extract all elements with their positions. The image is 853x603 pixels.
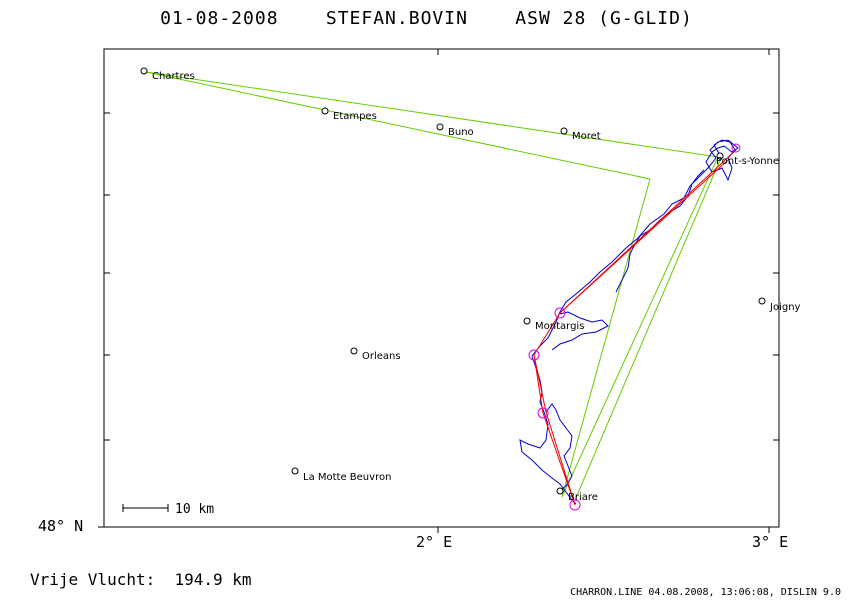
longitude-label-3e: 3° E — [752, 533, 788, 551]
turnpoint-marker — [528, 349, 540, 361]
flight-title: 01-08-2008 STEFAN.BOVIN ASW 28 (G-GLID) — [160, 8, 693, 29]
latitude-label: 48° N — [38, 517, 83, 535]
town-moret: Moret — [560, 127, 601, 142]
town-chartres: Chartres — [140, 67, 195, 82]
svg-text:Orleans: Orleans — [362, 351, 401, 362]
town-joigny: Joigny — [758, 297, 801, 313]
svg-text:Moret: Moret — [572, 131, 601, 142]
svg-text:Briare: Briare — [568, 492, 598, 503]
distance-summary: Vrije Vlucht: 194.9 km — [30, 570, 252, 589]
turnpoint-marker — [554, 307, 566, 319]
turnpoint-marker — [537, 407, 549, 419]
town-pont-s-yonne: Pont-s-Yonne — [716, 152, 779, 167]
distance-value: 194.9 km — [174, 570, 252, 589]
scale-bar: 10 km — [122, 502, 214, 517]
distance-label: Vrije Vlucht: — [30, 570, 156, 589]
svg-text:La Motte Beuvron: La Motte Beuvron — [303, 472, 391, 483]
source-info: CHARRON.LINE 04.08.2008, 13:06:08, DISLI… — [570, 587, 841, 598]
svg-text:Chartres: Chartres — [152, 71, 195, 82]
svg-text:Montargis: Montargis — [535, 321, 584, 332]
turnpoint-marker — [569, 499, 581, 511]
longitude-label-2e: 2° E — [416, 533, 452, 551]
town-buno: Buno — [436, 123, 474, 138]
optimized-route — [533, 149, 737, 506]
town-montargis: Montargis — [523, 317, 584, 332]
task-lines — [145, 71, 721, 501]
svg-text:Joigny: Joigny — [769, 302, 801, 313]
turnpoint-marker — [731, 143, 741, 153]
towns: Chartres Etampes Buno Moret Pont-s-Yonne… — [140, 67, 801, 503]
svg-text:Pont-s-Yonne: Pont-s-Yonne — [716, 156, 779, 167]
svg-text:Buno: Buno — [448, 127, 474, 138]
town-la-motte-beuvron: La Motte Beuvron — [291, 467, 391, 483]
turnpoints — [528, 143, 741, 511]
town-etampes: Etampes — [321, 107, 377, 122]
town-briare: Briare — [556, 487, 598, 503]
svg-text:Etampes: Etampes — [333, 111, 377, 122]
town-orleans: Orleans — [350, 347, 401, 362]
scale-bar-label: 10 km — [175, 502, 214, 517]
map-frame — [103, 48, 780, 528]
axis-ticks — [98, 49, 779, 533]
